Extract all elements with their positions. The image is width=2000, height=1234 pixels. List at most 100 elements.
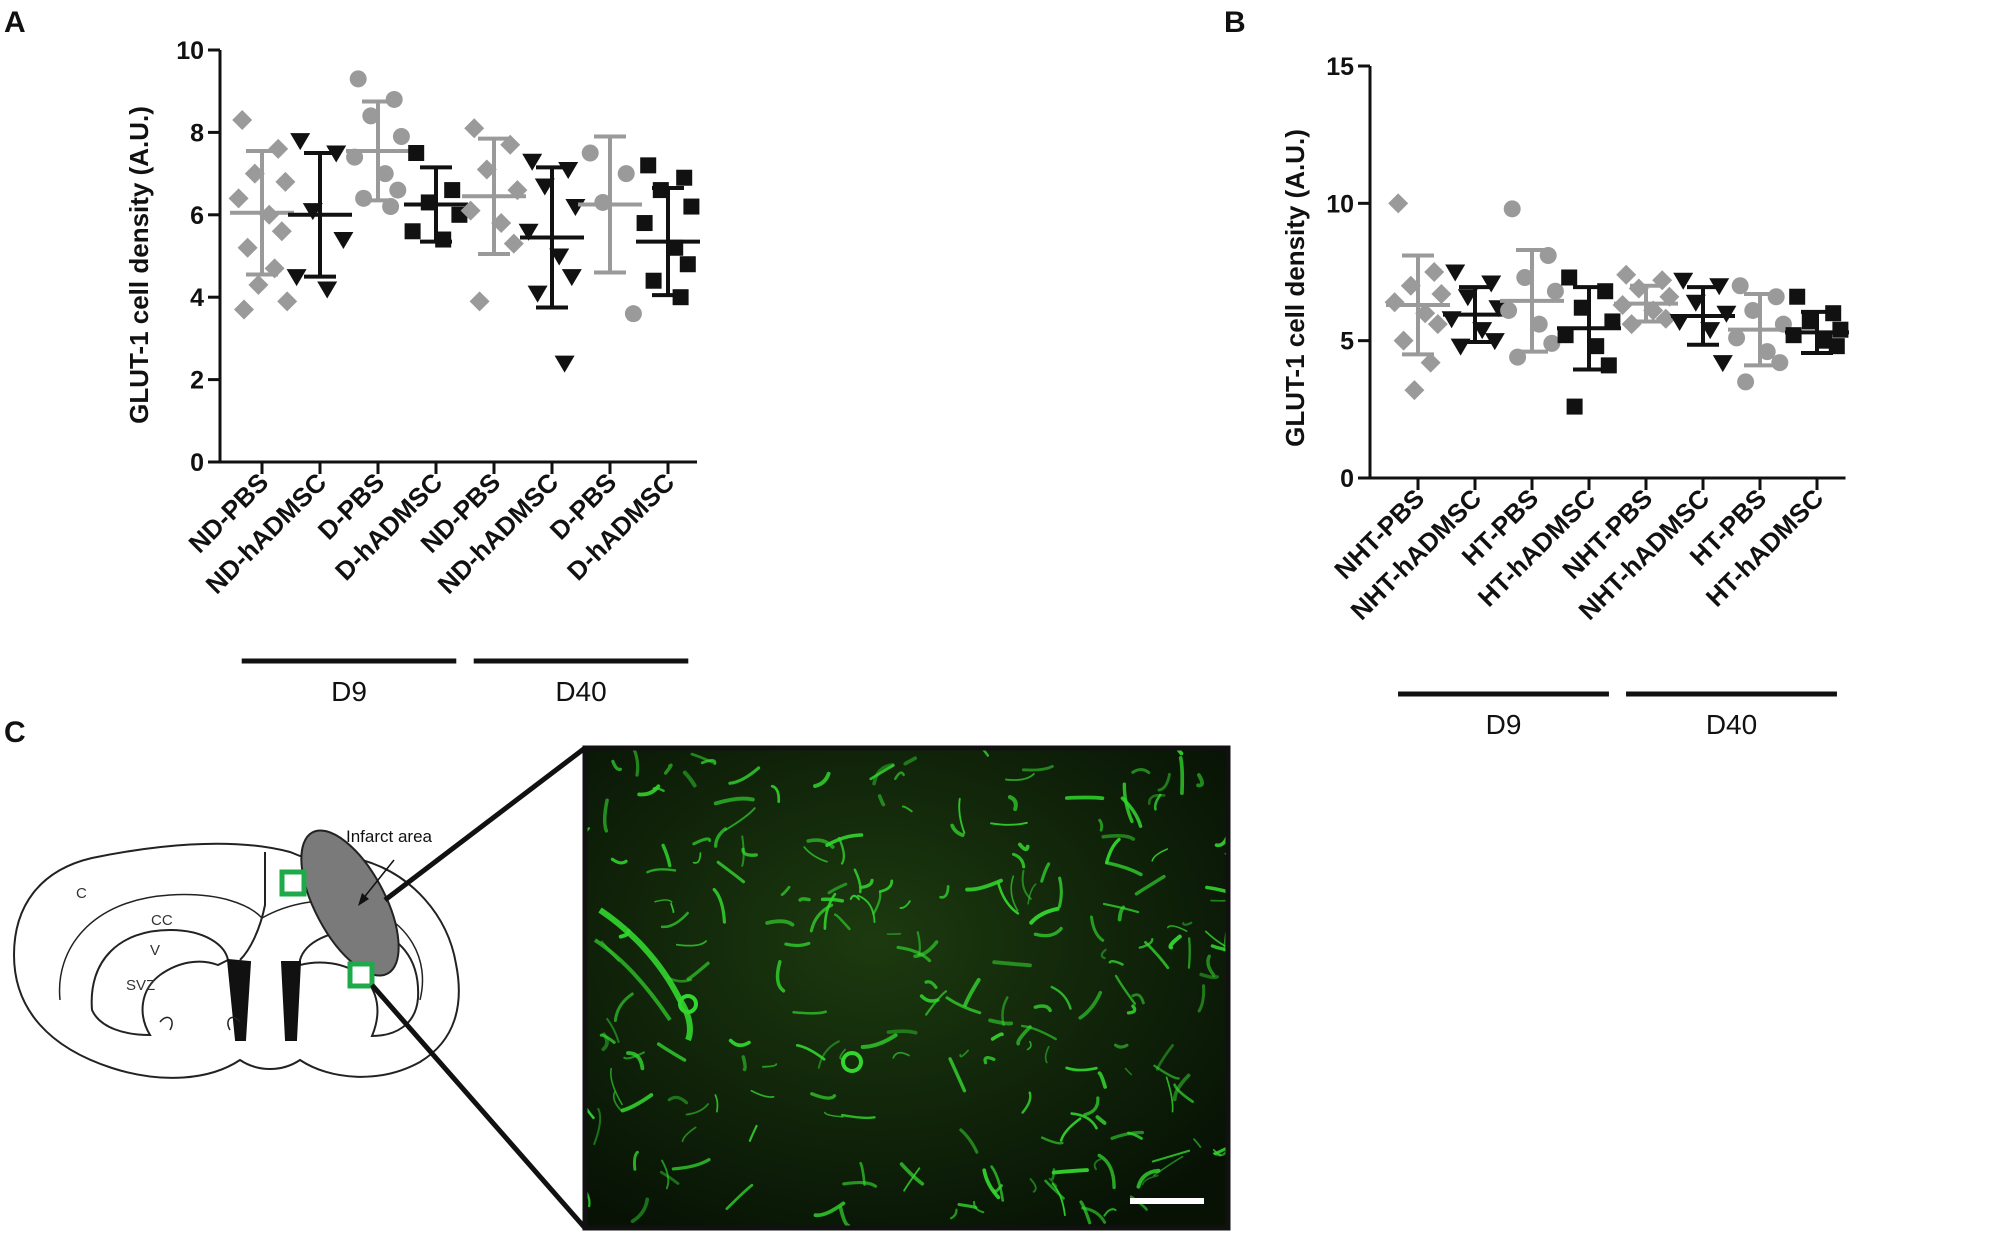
micrograph-vessel bbox=[945, 996, 982, 1015]
region-label-cortex: C bbox=[76, 885, 87, 902]
infarct-arrowhead bbox=[358, 893, 369, 906]
chart-b-data-point bbox=[1445, 264, 1466, 282]
micrograph-vessel bbox=[1126, 1004, 1137, 1015]
chart-b-data-point bbox=[1828, 338, 1845, 355]
chart-b-data-point bbox=[1616, 264, 1637, 285]
micrograph-vessel bbox=[1033, 926, 1063, 938]
chart-b-data-point bbox=[1441, 311, 1462, 329]
micrograph-vessel bbox=[860, 1033, 898, 1050]
chart-a-data-point bbox=[376, 165, 394, 183]
micrograph-vessel bbox=[990, 821, 1028, 826]
chart-b-y-tick-label: 10 bbox=[1326, 190, 1354, 218]
hippocampal-curve-right bbox=[227, 1016, 241, 1031]
micrograph-vessel bbox=[692, 852, 702, 864]
micrograph-vessel bbox=[823, 892, 837, 930]
micrograph-vessel bbox=[682, 770, 697, 788]
chart-b-y-axis-title: GLUT-1 cell density (A.U.) bbox=[1280, 129, 1310, 447]
micrograph-vessel bbox=[1199, 972, 1219, 980]
chart-b-data-point bbox=[1431, 283, 1452, 304]
chart-b-data-point bbox=[1427, 314, 1448, 335]
micrograph-vessel bbox=[810, 1092, 837, 1100]
micrograph-vessel bbox=[817, 1040, 840, 1069]
chart-b-data-point bbox=[1801, 313, 1818, 330]
micrograph-vessel bbox=[1173, 1083, 1194, 1103]
micrograph-vessel bbox=[1097, 1071, 1107, 1089]
chart-b-data-point bbox=[1388, 193, 1409, 214]
micrograph-vessel bbox=[1044, 1179, 1065, 1200]
micrograph-vessel bbox=[1122, 782, 1134, 824]
micrograph-vessel bbox=[1205, 885, 1228, 894]
chart-b-data-point bbox=[1561, 269, 1578, 286]
chart-a-data-point bbox=[271, 221, 292, 242]
micrograph-vessel bbox=[825, 833, 864, 847]
micrograph-vessel bbox=[1040, 862, 1051, 883]
chart-a-series-2 bbox=[346, 70, 410, 216]
micrograph-vessel bbox=[601, 1032, 609, 1052]
chart-a-y-tick-label: 6 bbox=[190, 202, 204, 230]
chart-a-data-point bbox=[672, 289, 689, 306]
chart-b-data-point bbox=[1384, 292, 1405, 313]
chart-b-data-point bbox=[1673, 272, 1694, 290]
chart-b-data-point bbox=[1655, 308, 1676, 329]
micrograph-vessel bbox=[860, 878, 874, 889]
chart-b-data-point bbox=[1509, 348, 1527, 366]
chart-a-data-point bbox=[228, 188, 249, 209]
micrograph-vessel bbox=[939, 885, 950, 899]
chart-b-data-point bbox=[1600, 357, 1617, 374]
micrograph-vessel bbox=[1141, 1174, 1159, 1186]
septum bbox=[226, 958, 302, 1041]
chart-a-data-point bbox=[679, 256, 696, 273]
chart-a-data-point bbox=[302, 203, 323, 221]
micrograph-vessel bbox=[623, 1051, 645, 1060]
micrograph-vessel bbox=[626, 1051, 645, 1071]
micrograph-vessel bbox=[886, 1029, 918, 1035]
chart-b-data-point bbox=[1516, 268, 1534, 286]
micrograph-vessel bbox=[1151, 1149, 1191, 1163]
chart-b-data-point bbox=[1669, 313, 1690, 331]
micrograph-vessel bbox=[1108, 960, 1124, 966]
chart-b-group-label: D40 bbox=[1706, 709, 1757, 740]
chart-b-y-tick-label: 0 bbox=[1340, 465, 1354, 493]
panel-letter-c: C bbox=[4, 716, 26, 749]
chart-b-data-point bbox=[1731, 277, 1749, 295]
chart-a-data-point bbox=[507, 180, 528, 201]
micrograph-vessel bbox=[700, 758, 717, 765]
micrograph-vessel bbox=[1057, 876, 1063, 909]
chart-a-data-point bbox=[645, 272, 662, 289]
roi-marker-upper bbox=[279, 869, 307, 897]
chart-a-data-point bbox=[464, 118, 485, 139]
chart-a-data-point bbox=[435, 231, 452, 248]
infarct-arrow-line bbox=[361, 859, 395, 901]
micrograph-vessel bbox=[869, 764, 895, 781]
micrograph-vessel bbox=[599, 1033, 616, 1044]
micrograph-vessel bbox=[1093, 1158, 1102, 1171]
chart-a-y-tick-label: 4 bbox=[190, 284, 204, 312]
chart-a-data-point bbox=[554, 355, 575, 373]
chart-a-data-point bbox=[237, 237, 258, 258]
micrograph-vessel bbox=[877, 794, 886, 807]
micrograph-vessel bbox=[1131, 993, 1145, 1005]
chart-a-series-7 bbox=[636, 157, 700, 306]
chart-a-series-3 bbox=[404, 145, 468, 248]
micrograph-vessel bbox=[1016, 1025, 1032, 1046]
micrograph-vessel bbox=[1178, 756, 1185, 795]
micrograph-vessel bbox=[1065, 1066, 1098, 1072]
chart-a-data-point bbox=[667, 239, 684, 256]
chart-b-y-tick-label: 5 bbox=[1340, 328, 1354, 356]
chart-a-y-tick-label: 10 bbox=[176, 37, 204, 65]
region-label-ventricle: V bbox=[150, 942, 160, 959]
micrograph-vessel bbox=[838, 1206, 851, 1228]
micrograph-vessel bbox=[1136, 1168, 1161, 1189]
chart-a-data-point bbox=[491, 213, 512, 234]
micrograph-vessel bbox=[1155, 1044, 1174, 1071]
chart-b-series-5 bbox=[1669, 272, 1737, 373]
micrograph-vessel bbox=[840, 1113, 876, 1120]
micrograph-vessel bbox=[725, 1183, 754, 1211]
micrograph-vessel bbox=[1175, 748, 1184, 756]
micrograph-vessel bbox=[813, 771, 831, 788]
micrograph-large-vessel bbox=[593, 938, 672, 1022]
micrograph-vessel bbox=[1097, 1153, 1116, 1190]
micrograph-vessel bbox=[1151, 848, 1169, 862]
micrograph-vessel bbox=[894, 771, 905, 781]
chart-a-data-point bbox=[549, 248, 570, 266]
